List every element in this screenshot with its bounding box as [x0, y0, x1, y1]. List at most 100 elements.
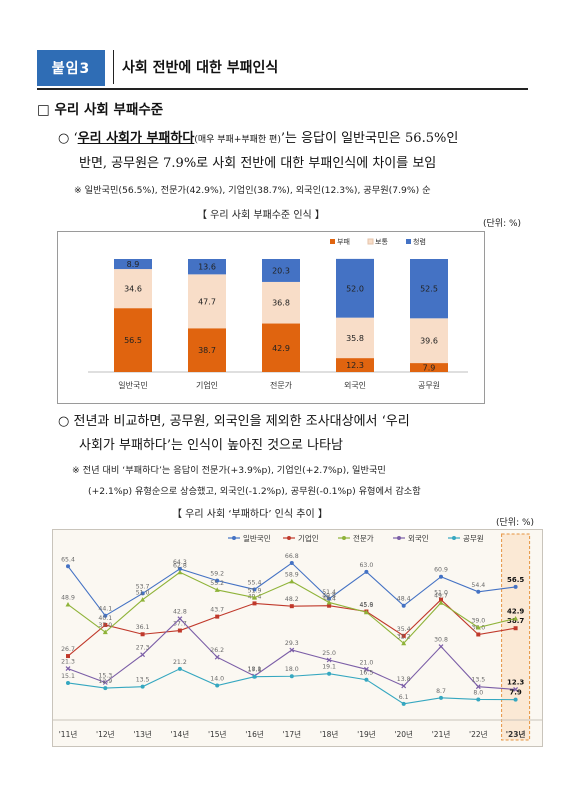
bar-value-label: 7.9 [423, 364, 436, 373]
legend-marker [232, 536, 236, 540]
series-line [67, 668, 516, 705]
data-label: 21.0 [360, 659, 374, 666]
data-label: 65.4 [61, 556, 75, 563]
bar-segment [336, 258, 374, 318]
appendix-badge: 붙임3 [37, 50, 105, 86]
bar-value-label: 34.6 [124, 285, 142, 294]
data-point [289, 674, 294, 679]
data-point [401, 633, 406, 638]
data-point [102, 680, 108, 685]
category-label: 공무원 [418, 381, 440, 390]
data-label: 42.8 [173, 609, 187, 616]
data-label: 8.7 [436, 688, 446, 695]
legend-label: 외국인 [408, 533, 429, 543]
data-point [66, 654, 70, 659]
bar-segment [114, 269, 152, 309]
data-point [215, 614, 220, 619]
title-divider [113, 50, 114, 84]
note-2: ※ 전년 대비 ‘부패하다’는 응답이 전문가(+3.9%p), 기업인(+2.… [72, 460, 421, 502]
data-label: 21.2 [173, 659, 187, 666]
data-point [177, 569, 183, 575]
data-point [289, 578, 295, 584]
data-point [439, 597, 443, 602]
x-tick-label: '12년 [96, 729, 115, 739]
legend-marker [397, 536, 401, 540]
bar-segment [336, 317, 374, 359]
x-tick-label: '16년 [245, 729, 264, 739]
data-label: 25.0 [322, 650, 336, 657]
bullet: ○ [58, 131, 70, 146]
legend-swatch [330, 239, 335, 244]
data-label: 36.1 [136, 624, 150, 631]
data-label: 30.8 [434, 637, 448, 644]
legend-marker [287, 536, 291, 540]
data-point [140, 652, 146, 658]
legend-label: 전문가 [353, 533, 374, 543]
x-tick-label: '22년 [469, 729, 488, 739]
data-label: 43.7 [210, 607, 224, 614]
legend-label: 부패 [337, 237, 350, 246]
data-label: 56.5 [507, 576, 524, 584]
data-label: 32.2 [397, 633, 411, 640]
data-label: 62.8 [173, 562, 187, 569]
para2-line2: 사회가 부패하다’는 인식이 높아진 것으로 나타남 [79, 438, 343, 453]
bar-value-label: 13.6 [198, 263, 216, 272]
data-label: 38.7 [507, 617, 524, 625]
data-label: 13.8 [397, 676, 411, 683]
data-label: 55.2 [210, 580, 224, 587]
bar-segment [410, 259, 448, 319]
category-label: 기업인 [196, 380, 218, 390]
data-point [177, 566, 182, 571]
data-label: 63.0 [360, 562, 374, 569]
legend-label: 공무원 [463, 534, 484, 543]
data-point [66, 564, 70, 569]
x-tick-label: '23년 [506, 729, 526, 739]
data-label: 59.2 [210, 571, 224, 578]
data-point [66, 680, 70, 685]
data-label: 21.3 [61, 659, 75, 666]
data-label: 45.6 [360, 602, 374, 609]
x-tick-label: '17년 [283, 729, 302, 739]
bar-value-label: 38.7 [198, 346, 216, 355]
data-label: 48.4 [322, 596, 336, 603]
data-label: 18.0 [285, 666, 299, 673]
bar-segment [262, 259, 300, 282]
bar-value-label: 42.9 [272, 344, 290, 353]
bar-value-label: 52.0 [346, 284, 364, 293]
data-label: 48.2 [285, 596, 299, 603]
data-point [364, 677, 369, 682]
x-tick-label: '15년 [208, 729, 227, 739]
data-label: 64.3 [173, 559, 187, 566]
bullet: ○ [58, 414, 70, 429]
x-tick-label: '20년 [394, 729, 413, 739]
data-label: 48.9 [61, 595, 75, 602]
data-point [475, 625, 481, 630]
bar-value-label: 20.3 [272, 266, 290, 275]
data-point [513, 626, 518, 631]
data-point [327, 603, 332, 608]
legend-label: 기업인 [298, 533, 319, 543]
data-label: 37.0 [98, 622, 112, 629]
data-point [65, 666, 71, 672]
small-note: (매우 부패+부패한 편) [194, 135, 281, 145]
bar-segment [114, 308, 152, 372]
data-label: 51.0 [136, 590, 150, 597]
data-point [438, 644, 444, 649]
paragraph-2: ○ 전년과 비교하면, 공무원, 외국인을 제외한 조사대상에서 ‘우리 사회가… [58, 410, 538, 458]
category-label: 전문가 [270, 380, 293, 390]
bar-segment [336, 358, 374, 372]
data-point [140, 684, 145, 689]
data-point [513, 615, 519, 621]
x-tick-label: '19년 [357, 729, 376, 739]
bar-value-label: 8.9 [127, 260, 140, 269]
data-label: 12.9 [98, 678, 112, 685]
data-label: 42.9 [507, 607, 524, 615]
legend-label: 보통 [375, 238, 388, 246]
data-point [214, 587, 220, 592]
data-label: 37.7 [173, 621, 187, 628]
data-label: 18.1 [248, 666, 262, 673]
chart1-unit: (단위: %) [483, 219, 522, 229]
legend-swatch [367, 238, 374, 245]
data-point [401, 701, 406, 706]
data-point [140, 632, 145, 637]
